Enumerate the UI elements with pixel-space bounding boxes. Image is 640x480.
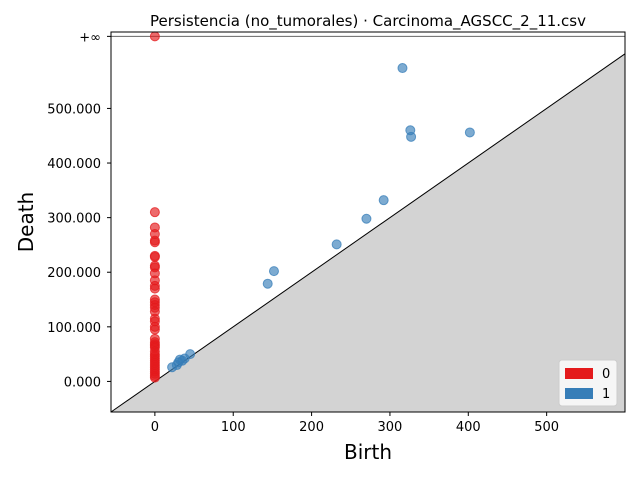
point-series-1: [331, 239, 342, 250]
point-series-0: [149, 237, 160, 248]
y-tick-label: 100.000: [47, 321, 101, 336]
x-axis-label: Birth: [344, 440, 392, 464]
legend-label: 1: [602, 387, 610, 402]
point-series-1: [268, 266, 279, 277]
point-series-1: [262, 278, 273, 289]
point-series-1: [464, 127, 475, 138]
y-tick-label: 400.000: [47, 157, 101, 172]
y-axis: 0.000 100.000 200.000 300.000 400.000 500.000…: [47, 30, 111, 390]
plot-frame: [110, 31, 626, 413]
points-layer: [149, 31, 475, 383]
legend-swatch: [565, 388, 593, 399]
x-tick-label: 200: [299, 420, 324, 435]
y-tick-label: 0.000: [64, 375, 101, 390]
y-tick-label-infinity: +∞: [79, 30, 101, 45]
point-series-0: [149, 324, 160, 335]
y-axis-label: Death: [14, 192, 38, 252]
legend-swatch: [565, 368, 593, 379]
chart-title: Persistencia (no_tumorales) · Carcinoma_…: [150, 12, 586, 31]
point-series-1: [406, 131, 417, 142]
legend: 01: [558, 359, 618, 407]
point-series-0: [149, 283, 160, 294]
x-tick-label: 300: [378, 420, 403, 435]
y-tick-label: 200.000: [47, 266, 101, 281]
point-series-1: [167, 362, 178, 373]
point-series-1: [397, 63, 408, 74]
y-tick-label: 300.000: [47, 212, 101, 227]
point-series-1: [378, 195, 389, 206]
x-tick-label: 400: [456, 420, 481, 435]
diagonal-line: [110, 53, 626, 413]
point-series-0: [149, 31, 160, 42]
point-series-0: [149, 207, 160, 218]
x-axis: 0 100 200 300 400 500: [151, 412, 559, 435]
point-series-1: [361, 213, 372, 224]
x-tick-label: 100: [221, 420, 246, 435]
y-tick-label: 500.000: [47, 102, 101, 117]
point-series-0: [149, 372, 160, 383]
x-tick-label: 500: [534, 420, 559, 435]
x-tick-label: 0: [151, 420, 159, 435]
legend-label: 0: [602, 367, 610, 382]
point-series-0: [149, 251, 160, 262]
